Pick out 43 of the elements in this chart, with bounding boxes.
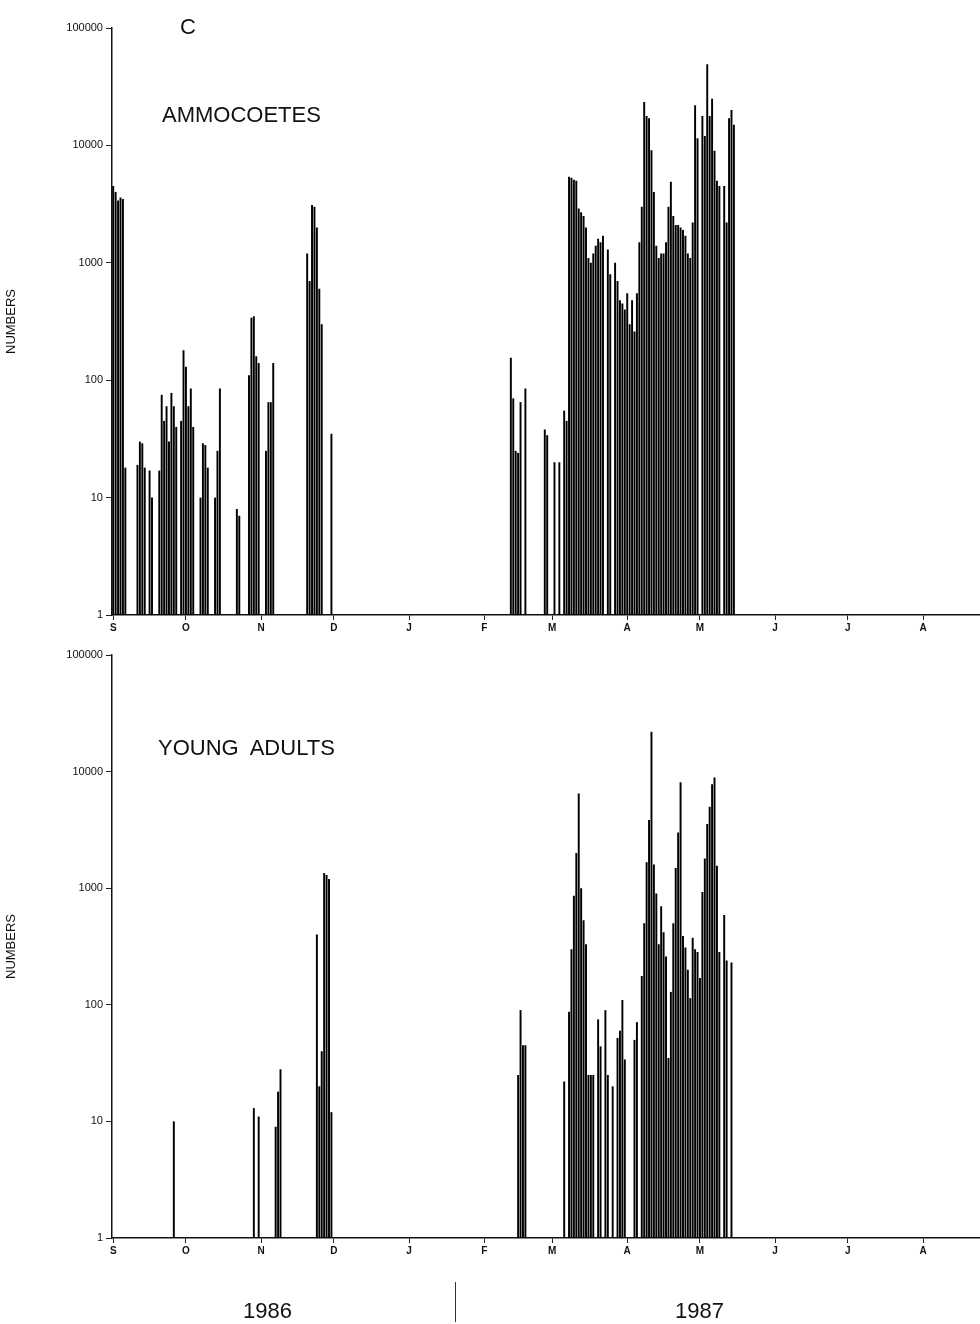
y-tick-label: 1000 [78,881,103,894]
x-tick-label: S [109,621,117,633]
x-tick-label: J [406,621,412,633]
y-tick-label: 1000 [78,255,103,268]
y-tick-label: 10000 [72,138,103,151]
text: 1986 [243,1298,292,1324]
x-tick-label: J [406,1244,412,1256]
x-tick-label: D [330,621,338,633]
y-tick-label: 100 [84,373,103,386]
x-tick-label: J [772,1244,778,1256]
y-axis-title: NUMBERS [3,288,19,355]
y-tick-label: 1 [96,1231,103,1244]
x-tick-label: J [772,621,778,633]
y-tick-label: 100000 [66,21,103,34]
x-tick-label: S [109,1244,117,1256]
x-tick-label: M [547,621,557,633]
y-tick-label: 10 [90,1114,103,1127]
x-tick-label: N [257,621,265,633]
x-tick-label: N [257,1244,265,1256]
x-tick-label: A [919,621,927,633]
y-tick-label: 100000 [66,648,103,661]
x-tick-label: A [623,621,631,633]
x-tick-label: A [623,1244,631,1256]
x-tick-label: F [481,1244,488,1256]
x-tick-label: M [695,1244,705,1256]
text: YOUNG ADULTS [158,735,335,761]
y-tick-label: 10 [90,490,103,503]
y-tick-label: 1 [96,608,103,621]
x-tick-label: J [845,1244,851,1256]
x-tick-label: O [182,621,191,633]
text: 1987 [675,1298,724,1324]
x-tick-label: M [695,621,705,633]
text: AMMOCOETES [162,102,321,128]
x-tick-label: F [481,621,488,633]
x-tick-label: O [182,1244,191,1256]
x-tick-label: J [845,621,851,633]
x-tick-label: A [919,1244,927,1256]
x-tick-label: D [330,1244,338,1256]
annotation: C [180,14,196,40]
y-tick-label: 100 [84,997,103,1010]
x-tick-label: M [547,1244,557,1256]
y-tick-label: 10000 [72,764,103,777]
y-axis-title: NUMBERS [3,913,19,980]
